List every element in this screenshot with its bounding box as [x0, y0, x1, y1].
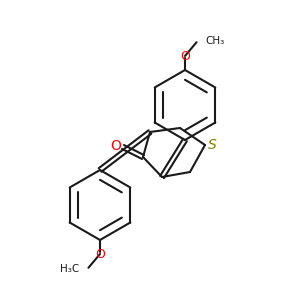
Text: O: O: [180, 50, 190, 62]
Text: S: S: [208, 138, 216, 152]
Text: CH₃: CH₃: [206, 36, 225, 46]
Text: H₃C: H₃C: [60, 264, 80, 274]
Text: O: O: [95, 248, 105, 260]
Text: O: O: [111, 139, 122, 153]
